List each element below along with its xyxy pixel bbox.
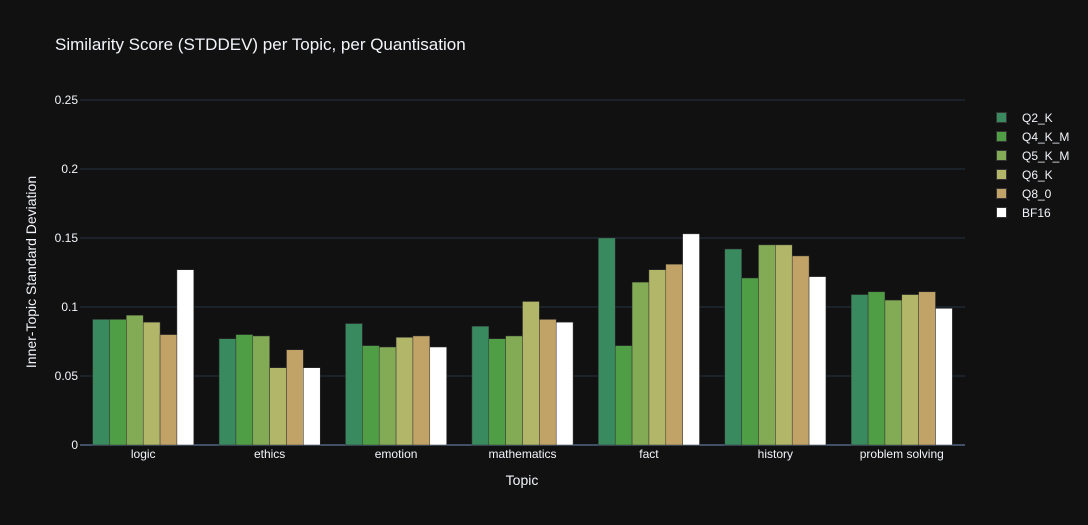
bar-bf16-fact: [682, 233, 700, 446]
bar-q2-k-ethics: [218, 338, 237, 446]
legend-label: Q6_K: [1022, 167, 1053, 182]
bar-q8-0-ethics: [286, 349, 304, 446]
bar-q8-0-problem-solving: [918, 291, 936, 446]
legend-item[interactable]: Q4_K_M: [996, 127, 1069, 146]
legend-label: Q8_0: [1022, 186, 1052, 201]
bar-bf16-logic: [176, 269, 195, 446]
bar-bf16-ethics: [303, 367, 321, 446]
x-axis-label: Topic: [506, 472, 539, 488]
y-axis-ticks: 0 0.05 0.1 0.15 0.2 0.25: [55, 93, 79, 452]
legend-item[interactable]: BF16: [996, 203, 1069, 222]
bar-q2-k-mathematics: [471, 326, 490, 446]
bar-q5-k-m-logic: [126, 315, 144, 446]
bar-bf16-history: [808, 276, 827, 446]
bar-q2-k-history: [724, 248, 742, 446]
chart-title: Similarity Score (STDDEV) per Topic, per…: [55, 35, 466, 54]
bar-q8-0-mathematics: [539, 319, 557, 446]
bar-q5-k-m-fact: [631, 281, 650, 446]
legend-label: Q2_K: [1022, 110, 1053, 125]
bar-q2-k-fact: [598, 237, 616, 446]
bars: [92, 233, 953, 446]
y-tick-label: 0.1: [61, 300, 78, 314]
bar-q6-k-history: [775, 244, 793, 446]
legend-swatch: [996, 188, 1007, 199]
x-tick-label: logic: [131, 447, 156, 461]
legend-label: Q5_K_M: [1022, 148, 1070, 163]
bar-q5-k-m-mathematics: [505, 335, 523, 446]
bar-q2-k-emotion: [345, 323, 363, 446]
legend: Q2_K Q4_K_M Q5_K_M Q6_K Q8_0 BF16: [996, 108, 1069, 222]
bar-q5-k-m-problem-solving: [884, 299, 903, 446]
legend-item[interactable]: Q8_0: [996, 184, 1069, 203]
y-axis-label: Inner-Topic Standard Deviation: [23, 176, 39, 368]
bar-q6-k-mathematics: [522, 301, 540, 446]
bar-q4-k-m-emotion: [362, 345, 380, 446]
bar-q5-k-m-history: [758, 244, 776, 446]
legend-item[interactable]: Q5_K_M: [996, 146, 1069, 165]
bar-q5-k-m-ethics: [252, 335, 270, 446]
x-tick-label: mathematics: [488, 447, 556, 461]
legend-item[interactable]: Q6_K: [996, 165, 1069, 184]
x-tick-label: history: [758, 447, 793, 461]
bar-bf16-mathematics: [555, 321, 574, 446]
x-tick-label: emotion: [375, 447, 418, 461]
x-tick-label: fact: [639, 447, 659, 461]
bar-q4-k-m-mathematics: [488, 338, 506, 446]
bar-q8-0-fact: [665, 263, 683, 446]
bar-q4-k-m-fact: [614, 345, 633, 446]
y-tick-label: 0.2: [61, 162, 78, 176]
bar-q8-0-logic: [159, 334, 178, 446]
bar-q4-k-m-logic: [109, 319, 127, 446]
x-axis-ticks: logic ethics emotion mathematics fact history…: [131, 447, 944, 461]
legend-swatch: [996, 131, 1007, 142]
bar-q6-k-ethics: [269, 367, 287, 446]
legend-item[interactable]: Q2_K: [996, 108, 1069, 127]
x-tick-label: problem solving: [860, 447, 944, 461]
bar-bf16-emotion: [429, 346, 447, 446]
bar-q6-k-logic: [142, 321, 161, 446]
bar-q6-k-problem-solving: [901, 294, 919, 446]
bar-q2-k-logic: [92, 319, 110, 446]
bar-q6-k-fact: [648, 269, 667, 446]
x-tick-label: ethics: [254, 447, 285, 461]
y-tick-label: 0.15: [55, 231, 79, 245]
legend-swatch: [996, 169, 1007, 180]
bar-q6-k-emotion: [395, 337, 414, 446]
legend-swatch: [996, 112, 1007, 123]
y-tick-label: 0: [71, 438, 78, 452]
bar-q8-0-emotion: [412, 335, 431, 446]
y-tick-label: 0.25: [55, 93, 79, 107]
bar-q8-0-history: [791, 255, 810, 446]
bar-q5-k-m-emotion: [378, 346, 397, 446]
bar-q4-k-m-problem-solving: [867, 291, 886, 446]
bar-q2-k-problem-solving: [850, 294, 869, 446]
legend-swatch: [996, 207, 1007, 218]
legend-swatch: [996, 150, 1007, 161]
bar-q4-k-m-ethics: [235, 334, 254, 446]
bar-q4-k-m-history: [741, 277, 759, 446]
y-tick-label: 0.05: [55, 369, 79, 383]
legend-label: BF16: [1022, 205, 1051, 220]
legend-label: Q4_K_M: [1022, 129, 1070, 144]
bar-bf16-problem-solving: [935, 308, 953, 446]
